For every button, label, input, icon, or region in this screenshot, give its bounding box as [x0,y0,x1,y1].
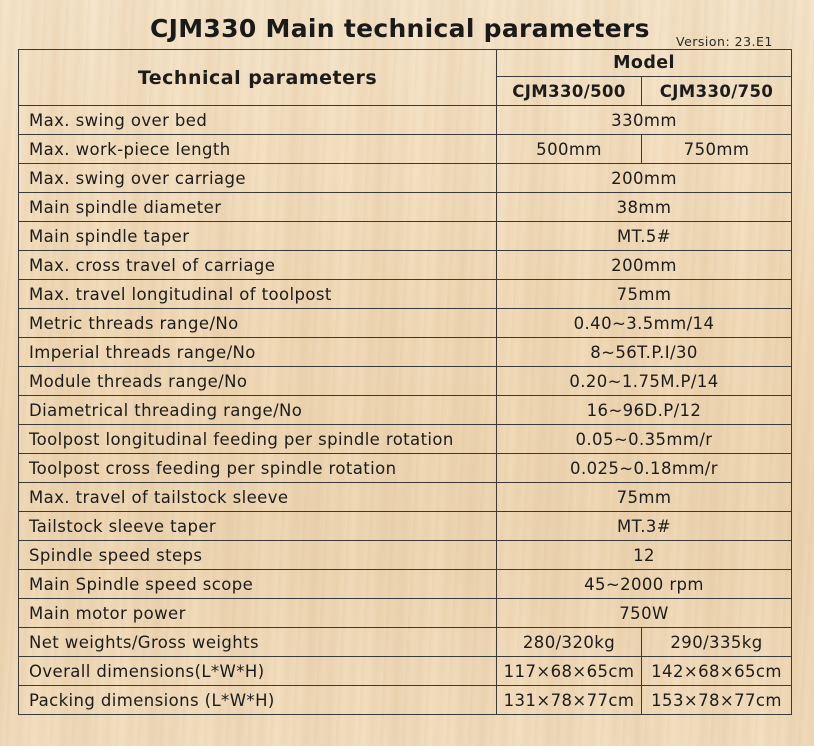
parameter-name: Diametrical threading range/No [18,395,497,425]
table-row: Main Spindle speed scope 45~2000 rpm [18,569,792,599]
parameter-name: Tailstock sleeve taper [18,511,497,541]
table-header-subrow: CJM330/500 CJM330/750 [19,76,792,106]
parameters-table-body: Technical parameters Model CJM330/500 CJ… [18,49,792,715]
parameter-value: 16~96D.P/12 [496,395,792,425]
table-row: Max. swing over bed 330mm [18,105,792,135]
parameter-value-500: 500mm [496,134,642,164]
table-row: Spindle speed steps 12 [18,540,792,570]
parameter-value: 45~2000 rpm [496,569,792,599]
table-row: Max. swing over carriage 200mm [18,163,792,193]
parameter-value: 0.05~0.35mm/r [496,424,792,454]
parameter-value: 330mm [496,105,792,135]
parameter-value: MT.3# [496,511,792,541]
page-title: CJM330 Main technical parameters [150,14,650,43]
table-row: Tailstock sleeve taper MT.3# [18,511,792,541]
parameter-name: Toolpost longitudinal feeding per spindl… [18,424,497,454]
header-model-500: CJM330/500 [496,76,642,106]
parameter-name: Main spindle diameter [18,192,497,222]
parameter-value-750: 750mm [641,134,792,164]
parameter-name: Max. swing over bed [18,105,497,135]
header-model: Model [496,49,792,77]
parameter-name: Max. work-piece length [18,134,497,164]
table-row: Main spindle diameter 38mm [18,192,792,222]
parameter-name: Packing dimensions (L*W*H) [18,685,497,715]
parameter-value: 12 [496,540,792,570]
parameter-value-500: 131×78×77cm [496,685,642,715]
parameter-name: Toolpost cross feeding per spindle rotat… [18,453,497,483]
table-row: Max. travel of tailstock sleeve 75mm [18,482,792,512]
parameter-value: 200mm [496,250,792,280]
parameter-name: Spindle speed steps [18,540,497,570]
parameter-value-500: 117×68×65cm [496,656,642,686]
parameter-name: Imperial threads range/No [18,337,497,367]
table-row: Main spindle taper MT.5# [18,221,792,251]
parameter-name: Main Spindle speed scope [18,569,497,599]
parameter-name: Metric threads range/No [18,308,497,338]
parameter-value: 200mm [496,163,792,193]
parameter-name: Overall dimensions(L*W*H) [18,656,497,686]
table-header-row: Technical parameters Model [18,49,792,106]
parameter-value: 8~56T.P.I/30 [496,337,792,367]
parameter-value: 75mm [496,482,792,512]
table-row: Toolpost longitudinal feeding per spindl… [18,424,792,454]
parameter-value: 75mm [496,279,792,309]
table-row: Max. travel longitudinal of toolpost 75mm [18,279,792,309]
parameter-value: 38mm [496,192,792,222]
table-row: Overall dimensions(L*W*H) 117×68×65cm 142×… [18,656,792,686]
parameters-table: Technical parameters Model CJM330/500 CJ… [18,49,792,715]
version-label: Version: 23.E1 [676,34,773,49]
table-row: Toolpost cross feeding per spindle rotat… [18,453,792,483]
parameter-name: Module threads range/No [18,366,497,396]
table-row: Diametrical threading range/No 16~96D.P/1… [18,395,792,425]
parameter-value-750: 142×68×65cm [641,656,792,686]
parameter-value-750: 290/335kg [641,627,792,657]
table-row: Metric threads range/No 0.40~3.5mm/14 [18,308,792,338]
parameter-name: Max. travel longitudinal of toolpost [18,279,497,309]
parameter-name: Max. swing over carriage [18,163,497,193]
parameter-value: MT.5# [496,221,792,251]
parameter-value: 0.40~3.5mm/14 [496,308,792,338]
table-row: Max. work-piece length 500mm 750mm [18,134,792,164]
table-row: Module threads range/No 0.20~1.75M.P/14 [18,366,792,396]
parameter-name: Max. cross travel of carriage [18,250,497,280]
parameter-value-500: 280/320kg [496,627,642,657]
table-row: Max. cross travel of carriage 200mm [18,250,792,280]
table-row: Main motor power 750W [18,598,792,628]
parameter-value: 0.20~1.75M.P/14 [496,366,792,396]
table-row: Imperial threads range/No 8~56T.P.I/30 [18,337,792,367]
table-row: Net weights/Gross weights 280/320kg 290/33… [18,627,792,657]
table-row: Packing dimensions (L*W*H) 131×78×77cm 153… [18,685,792,715]
parameter-value: 750W [496,598,792,628]
parameter-value: 0.025~0.18mm/r [496,453,792,483]
parameter-name: Main spindle taper [18,221,497,251]
parameter-value-750: 153×78×77cm [641,685,792,715]
parameter-name: Max. travel of tailstock sleeve [18,482,497,512]
header-technical-parameters: Technical parameters [18,49,497,106]
header-model-750: CJM330/750 [641,76,792,106]
parameter-name: Net weights/Gross weights [18,627,497,657]
parameter-name: Main motor power [18,598,497,628]
